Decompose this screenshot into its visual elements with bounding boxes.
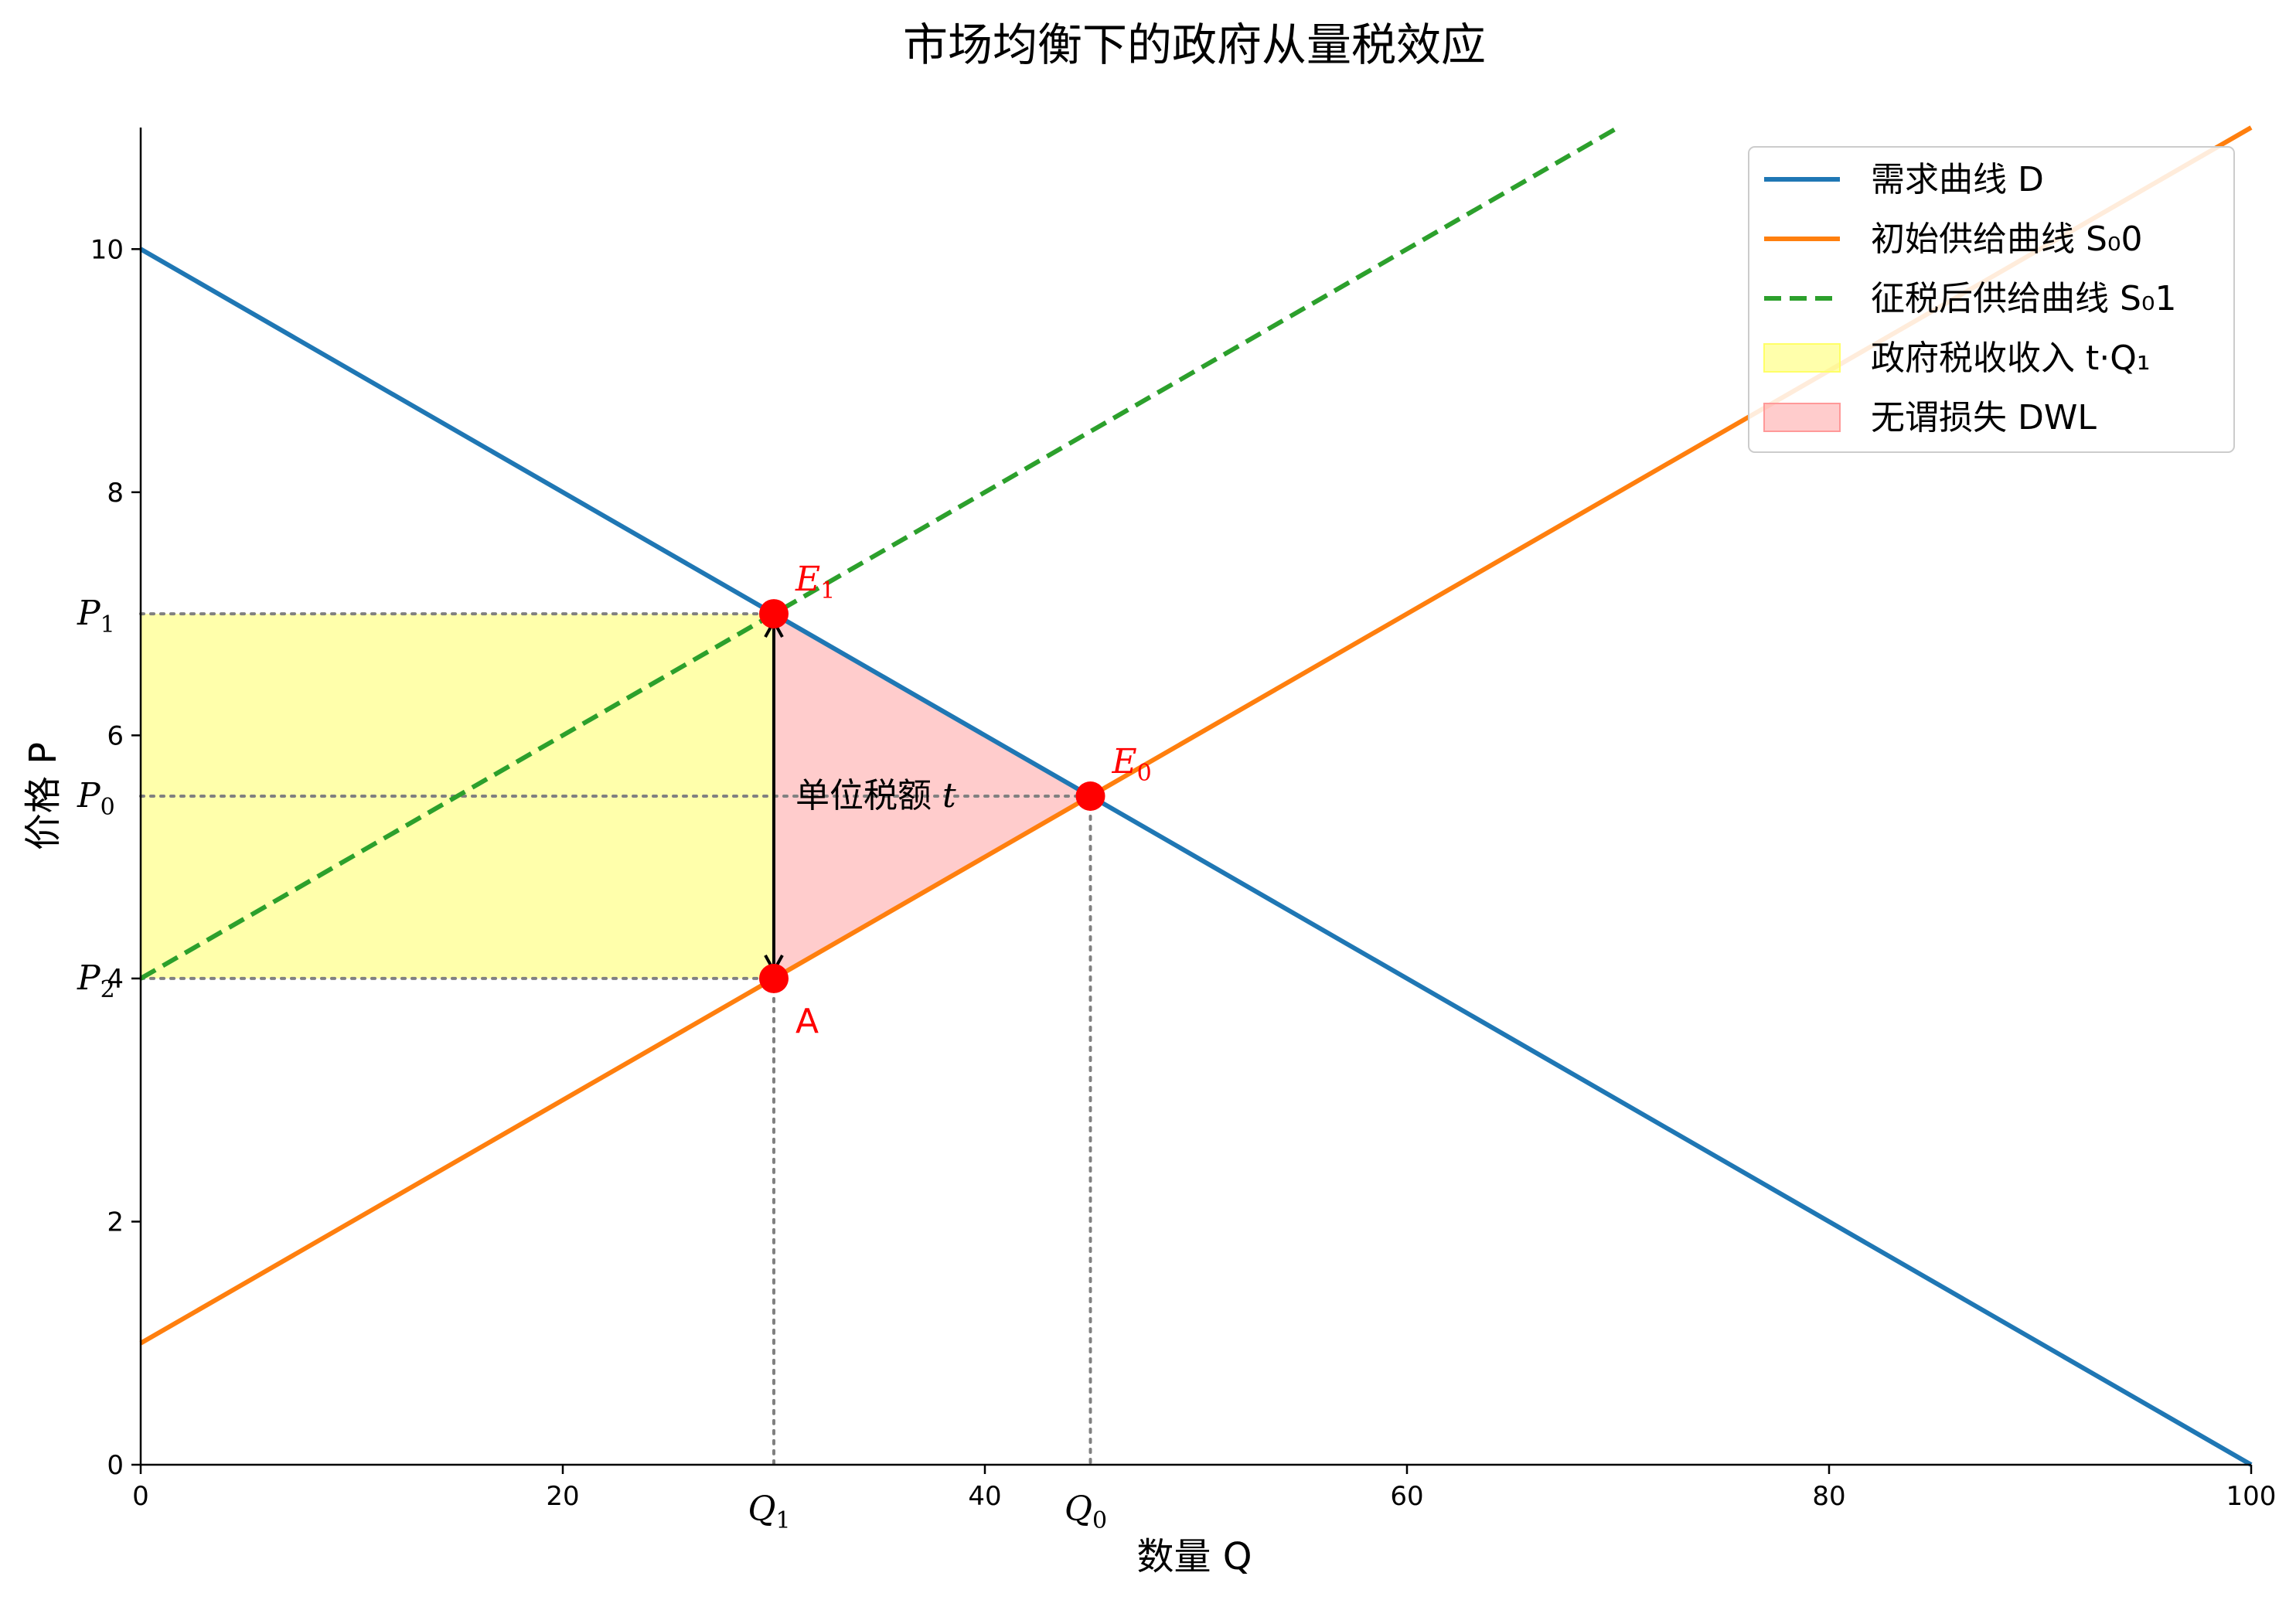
y-tick-label: 6 [107,720,124,751]
legend-label: 无谓损失 DWL [1871,398,2097,437]
x-tick-label: 0 [132,1481,149,1512]
price-mark-label: P1 [77,594,115,638]
demand-curve [139,247,2253,1467]
point-label: E0 [1112,742,1152,787]
tax-arrow: 单位税额 t [764,618,956,975]
taxed-supply-curve [139,125,1620,981]
legend-swatch [1763,343,1841,373]
quantity-mark-label: Q1 [748,1489,790,1534]
reference-lines [139,612,1092,1466]
equilibrium-point [759,963,789,993]
equilibrium-point [759,599,789,629]
x-tick-label: 20 [546,1481,579,1512]
price-quantity-marks: P1 P0 P2 Q1 Q0 [77,594,1107,1534]
chart-title: 市场均衡下的政府从量税效应 [903,19,1486,71]
y-tick-label: 10 [90,234,124,265]
y-tick-label: 0 [107,1450,124,1481]
equilibrium-points: E1 E0 A [759,560,1152,1041]
deadweight-loss-area [774,614,1091,979]
price-mark-label: P2 [77,958,115,1003]
y-axis-title: 价格 P [22,742,65,850]
legend-box [1748,146,2235,453]
y-tick-label: 8 [107,478,124,509]
x-tick-label: 100 [2226,1481,2277,1512]
point-label: E1 [795,560,835,604]
equilibrium-point [1075,781,1105,811]
legend-label: 政府税收收入 t·Q₁ [1871,339,2151,378]
legend-swatch [1763,403,1841,432]
point-label: A [795,1002,819,1041]
axis-ticks: 0 20 40 60 80 100 0 2 4 6 8 10 [90,234,2277,1512]
tax-arrow-label: 单位税额 t [795,776,956,815]
x-tick-label: 40 [968,1481,1001,1512]
legend-label: 征税后供给曲线 S₀1 [1871,279,2177,318]
legend: 需求曲线 D 初始供给曲线 S₀0 征税后供给曲线 S₀1 政府税收收入 t·Q₁ 无谓… [1748,146,2235,453]
legend-label: 初始供给曲线 S₀0 [1871,220,2143,259]
legend-label: 需求曲线 D [1871,160,2044,199]
y-tick-label: 4 [107,964,124,995]
x-tick-label: 60 [1390,1481,1423,1512]
price-mark-label: P0 [77,776,115,821]
axes [139,128,2251,1466]
x-axis-title: 数量 Q [1136,1535,1252,1578]
x-tick-label: 80 [1812,1481,1845,1512]
quantity-mark-label: Q0 [1065,1489,1107,1534]
y-tick-label: 2 [107,1207,124,1237]
